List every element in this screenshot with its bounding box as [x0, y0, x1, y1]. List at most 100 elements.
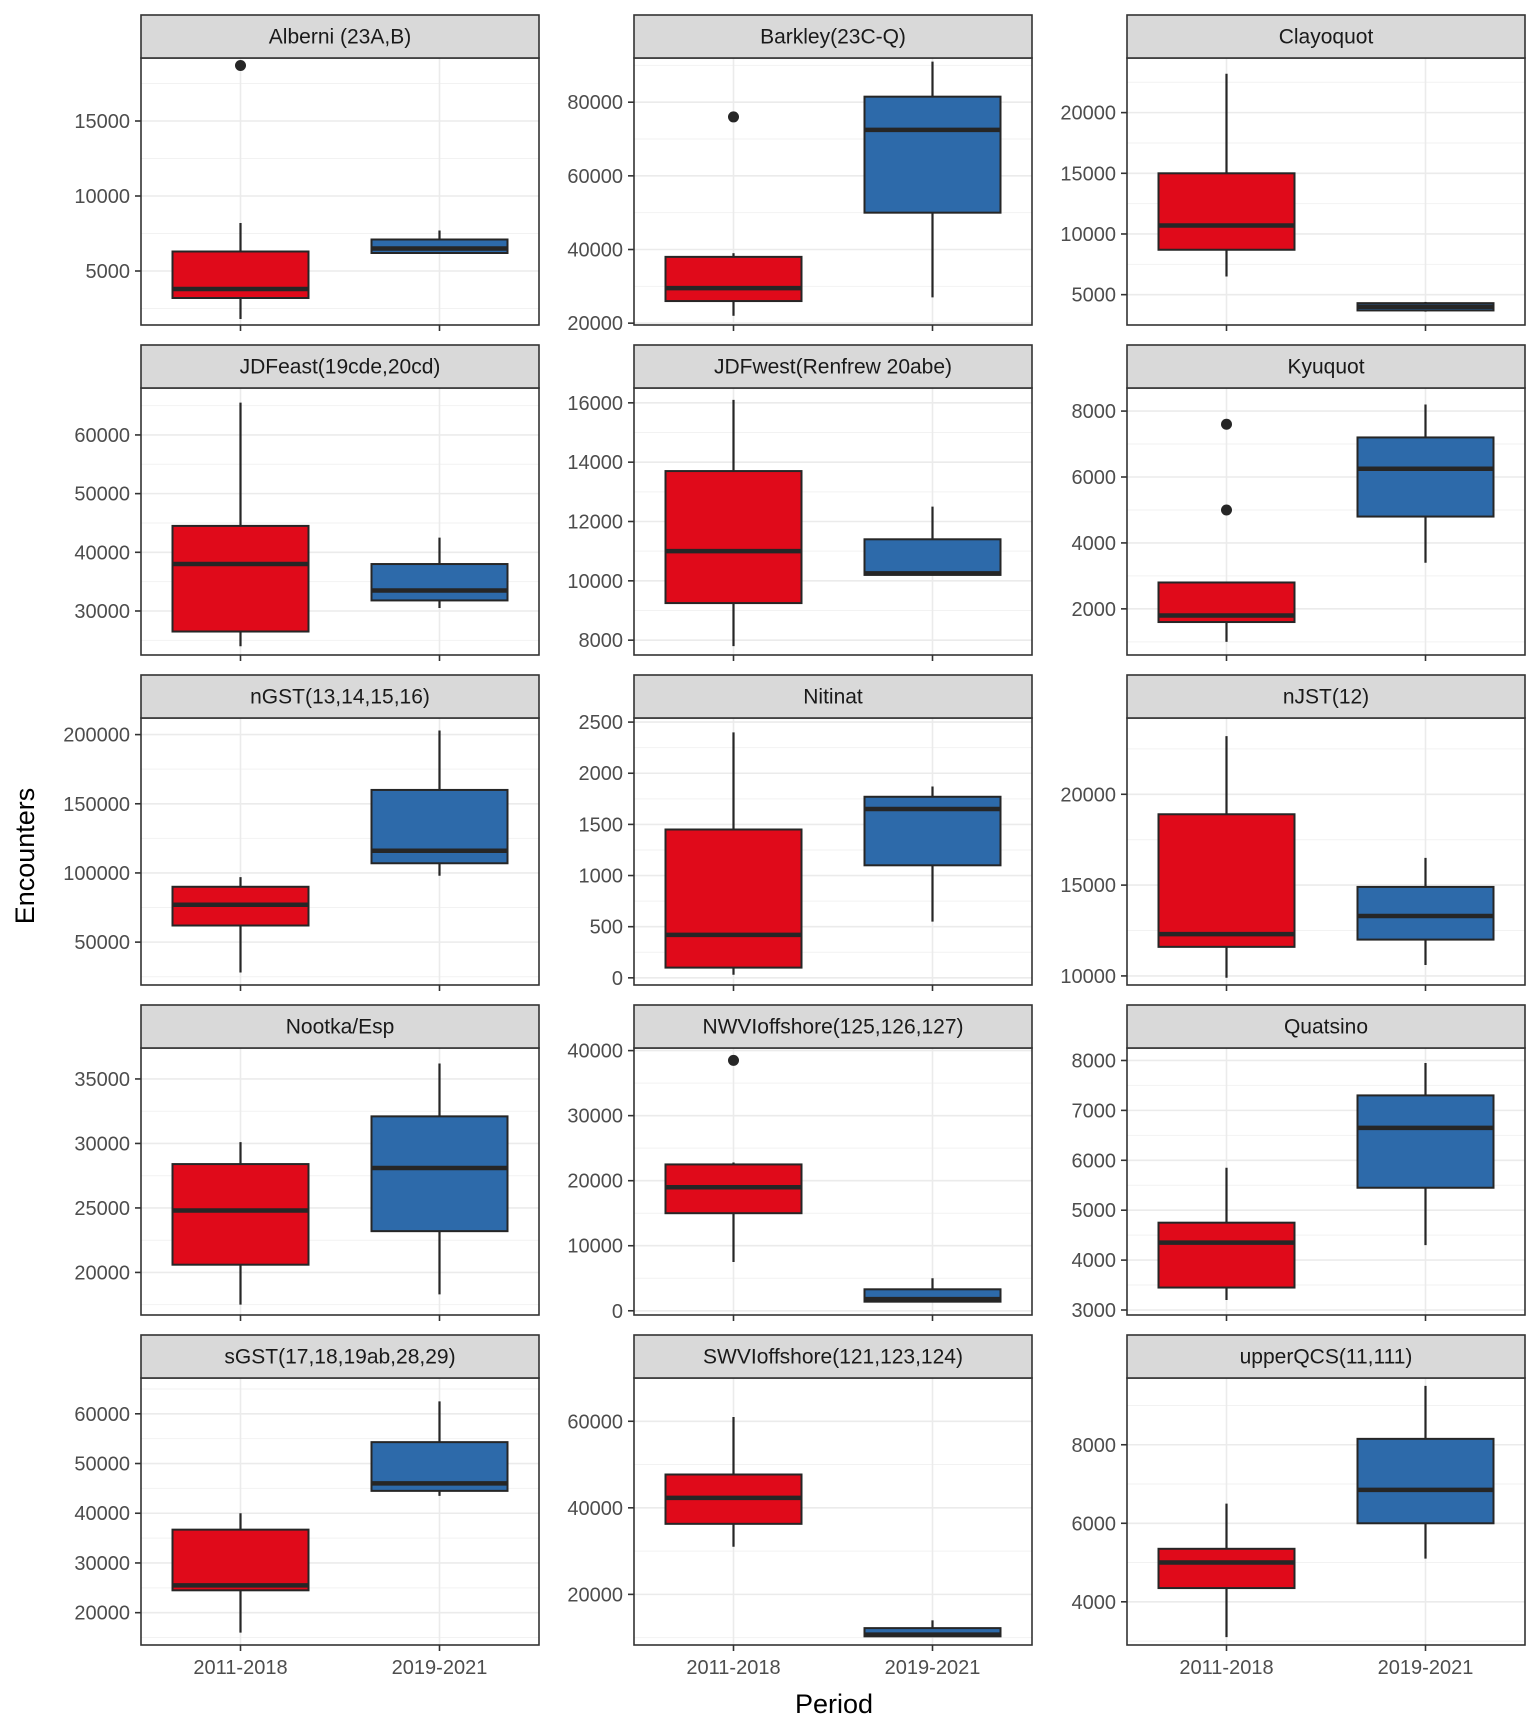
y-tick-label: 14000: [567, 452, 623, 474]
y-tick-label: 25000: [74, 1198, 130, 1220]
panel-background: [141, 1378, 539, 1645]
y-tick-label: 20000: [74, 1262, 130, 1284]
y-tick-label: 40000: [567, 240, 623, 262]
box: [664, 828, 803, 969]
y-tick-label: 8000: [1072, 1050, 1117, 1072]
box: [171, 524, 310, 633]
y-axis-title: Encounters: [10, 788, 40, 925]
facet-panel: upperQCS(11,111) 4000 6000 8000 2011-2018 201…: [1072, 1334, 1526, 1679]
facet-title: Nitinat: [803, 686, 863, 709]
box: [664, 255, 803, 303]
outlier-point: [728, 111, 739, 123]
facet-title: Clayoquot: [1279, 26, 1374, 49]
y-tick-label: 40000: [74, 542, 130, 564]
box: [863, 95, 1002, 214]
facet-panel: SWVIoffshore(121,123,124) 20000 40000 60000…: [567, 1334, 1033, 1679]
y-tick-label: 10000: [1060, 224, 1116, 246]
box: [1157, 1221, 1296, 1289]
y-tick-label: 5000: [1072, 285, 1117, 307]
outlier-point: [235, 60, 246, 71]
y-tick-label: 50000: [74, 484, 130, 506]
y-tick-label: 20000: [74, 1603, 130, 1625]
facet-title: Alberni (23A,B): [269, 26, 411, 49]
facet-title: sGST(17,18,19ab,28,29): [224, 1346, 455, 1369]
y-tick-label: 60000: [74, 1404, 130, 1426]
box: [1356, 885, 1495, 941]
y-tick-label: 6000: [1072, 467, 1117, 489]
facet-title: Kyuquot: [1287, 356, 1364, 379]
y-tick-label: 4000: [1072, 533, 1117, 555]
y-tick-label: 10000: [567, 1236, 623, 1258]
y-tick-label: 15000: [1060, 163, 1116, 185]
y-tick-label: 2500: [579, 712, 624, 734]
y-tick-label: 20000: [567, 1584, 623, 1606]
facet-panel: Clayoquot 5000 10000 15000 20000: [1060, 14, 1526, 331]
outlier-point: [1221, 504, 1232, 516]
facet-strip: [633, 1004, 1033, 1049]
facet-strip: [140, 14, 540, 59]
y-tick-label: 200000: [63, 725, 130, 747]
facet-strip: [1126, 674, 1526, 719]
y-tick-label: 30000: [74, 1133, 130, 1155]
y-tick-label: 60000: [567, 1411, 623, 1433]
y-tick-label: 60000: [567, 166, 623, 188]
box: [1157, 1547, 1296, 1590]
facet-strip: [1126, 1334, 1526, 1379]
facet-strip: [140, 1334, 540, 1379]
facet-panel: nGST(13,14,15,16) 50000 100000 150000 200000: [63, 674, 540, 991]
x-tick-label: 2011-2018: [193, 1657, 287, 1679]
y-tick-label: 1500: [579, 814, 624, 836]
y-tick-label: 12000: [567, 512, 623, 534]
facet-title: NWVIoffshore(125,126,127): [702, 1016, 963, 1039]
facet-panel: nJST(12) 10000 15000 20000: [1060, 674, 1526, 991]
x-axis-title: Period: [795, 1689, 873, 1719]
box: [664, 470, 803, 605]
y-tick-label: 20000: [1060, 784, 1116, 806]
x-tick-label: 2011-2018: [686, 1657, 780, 1679]
facet-strip: [140, 1004, 540, 1049]
y-tick-label: 10000: [1060, 966, 1116, 988]
box: [1157, 813, 1296, 948]
y-tick-label: 30000: [74, 601, 130, 623]
y-tick-label: 7000: [1072, 1100, 1117, 1122]
y-tick-label: 4000: [1072, 1250, 1117, 1272]
facet-title: nJST(12): [1283, 686, 1369, 709]
y-tick-label: 40000: [567, 1498, 623, 1520]
y-tick-label: 100000: [63, 863, 130, 885]
y-tick-label: 35000: [74, 1069, 130, 1091]
facet-strip: [633, 344, 1033, 389]
x-tick-label: 2019-2021: [392, 1657, 488, 1679]
facet-strip: [633, 674, 1033, 719]
y-tick-label: 3000: [1072, 1300, 1117, 1322]
facet-strip: [1126, 14, 1526, 59]
x-axis-title-group: Period: [795, 1689, 873, 1719]
y-tick-label: 20000: [1060, 103, 1116, 125]
y-tick-label: 50000: [74, 932, 130, 954]
y-tick-label: 5000: [86, 261, 131, 283]
facet-panel: Alberni (23A,B) 5000 10000 15000: [74, 14, 540, 331]
facet-title: JDFeast(19cde,20cd): [240, 356, 441, 379]
facet-panel: Nitinat 0 500 1000 1500 2000 2500: [579, 674, 1033, 991]
outlier-point: [728, 1054, 739, 1066]
y-tick-label: 40000: [74, 1503, 130, 1525]
facet-panel: sGST(17,18,19ab,28,29) 20000 30000 40000 500…: [74, 1334, 540, 1679]
y-tick-label: 5000: [1072, 1200, 1117, 1222]
facet-strip: [1126, 1004, 1526, 1049]
facet-strip: [633, 1334, 1033, 1379]
facet-strip: [633, 14, 1033, 59]
y-tick-label: 500: [590, 917, 623, 939]
facet-strip: [1126, 344, 1526, 389]
y-tick-label: 1000: [579, 866, 624, 888]
y-tick-label: 0: [612, 968, 623, 990]
box: [863, 538, 1002, 576]
facet-panel: JDFeast(19cde,20cd) 30000 40000 50000 60000: [74, 344, 540, 661]
y-axis-title-group: Encounters: [10, 788, 40, 925]
y-tick-label: 6000: [1072, 1150, 1117, 1172]
box: [370, 563, 509, 602]
y-tick-label: 80000: [567, 92, 623, 114]
y-tick-label: 8000: [1072, 1435, 1117, 1457]
y-tick-label: 10000: [567, 571, 623, 593]
y-tick-label: 20000: [567, 313, 623, 335]
y-tick-label: 2000: [1072, 599, 1117, 621]
